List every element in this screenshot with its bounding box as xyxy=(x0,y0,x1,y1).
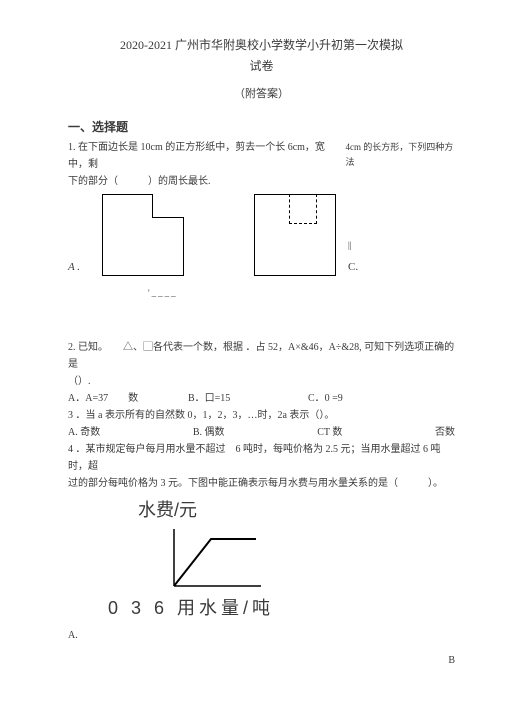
q4-optA: A. xyxy=(68,627,455,644)
q3-optC: CT 数 xyxy=(317,424,342,441)
q4-chart xyxy=(156,524,266,594)
q1-b-mark: || xyxy=(348,238,358,252)
q1-line1a: 1. 在下面边长是 10cm 的正方形纸中，剪去一个长 6cm，宽 中，剩 xyxy=(68,139,339,173)
q1-tiny-mark: '____ xyxy=(148,286,455,300)
answer-note: （附答案） xyxy=(68,86,455,104)
q1-line2: 下的部分（ ）的周长最长. xyxy=(68,173,455,190)
q1-optC-label: C. xyxy=(348,259,358,277)
q2-optC: C．0 =9 xyxy=(308,390,343,407)
q4-line2: 过的部分每吨价格为 3 元。下图中能正确表示每月水费与用水量关系的是（ ）。 xyxy=(68,475,455,492)
q2-optA: A．A=37 数 xyxy=(68,390,188,407)
q1-figure-b xyxy=(254,194,336,276)
q4-ylabel: 水费/元 xyxy=(138,496,455,525)
q2-optB: B．口=15 xyxy=(188,390,308,407)
q4-optB: B xyxy=(68,652,455,669)
q1-line1b: 4cm 的长方形，下列四种方法 xyxy=(345,140,455,171)
section1-heading: 一、选择题 xyxy=(68,118,455,137)
q3-line1: 3 ．当 a 表示所有的自然数 0，1，2，3，…时，2a 表示（）。 xyxy=(68,407,455,424)
q4-xlabel: 0 3 6 用水量/吨 xyxy=(108,594,455,623)
q2-line1: 2. 已知。 △、▢各代表一个数，根据 ．占 52，A×&46，A÷&28, 可… xyxy=(68,339,455,373)
q3-optB: B. 偶数 xyxy=(193,424,225,441)
q3-optA: A. 奇数 xyxy=(68,424,100,441)
q2-line2: （）. xyxy=(68,373,455,390)
title-sub: 试卷 xyxy=(68,57,455,76)
q4-line1: 4 ．某市规定每户每月用水量不超过 6 吨时，每吨价格为 2.5 元；当用水量超… xyxy=(68,441,455,475)
q1-optA-label: A . xyxy=(68,259,96,277)
title-main: 2020-2021 广州市华附奥校小学数学小升初第一次模拟 xyxy=(68,36,455,55)
q3-optD: 否数 xyxy=(435,424,455,441)
q1-figure-a xyxy=(102,194,184,276)
